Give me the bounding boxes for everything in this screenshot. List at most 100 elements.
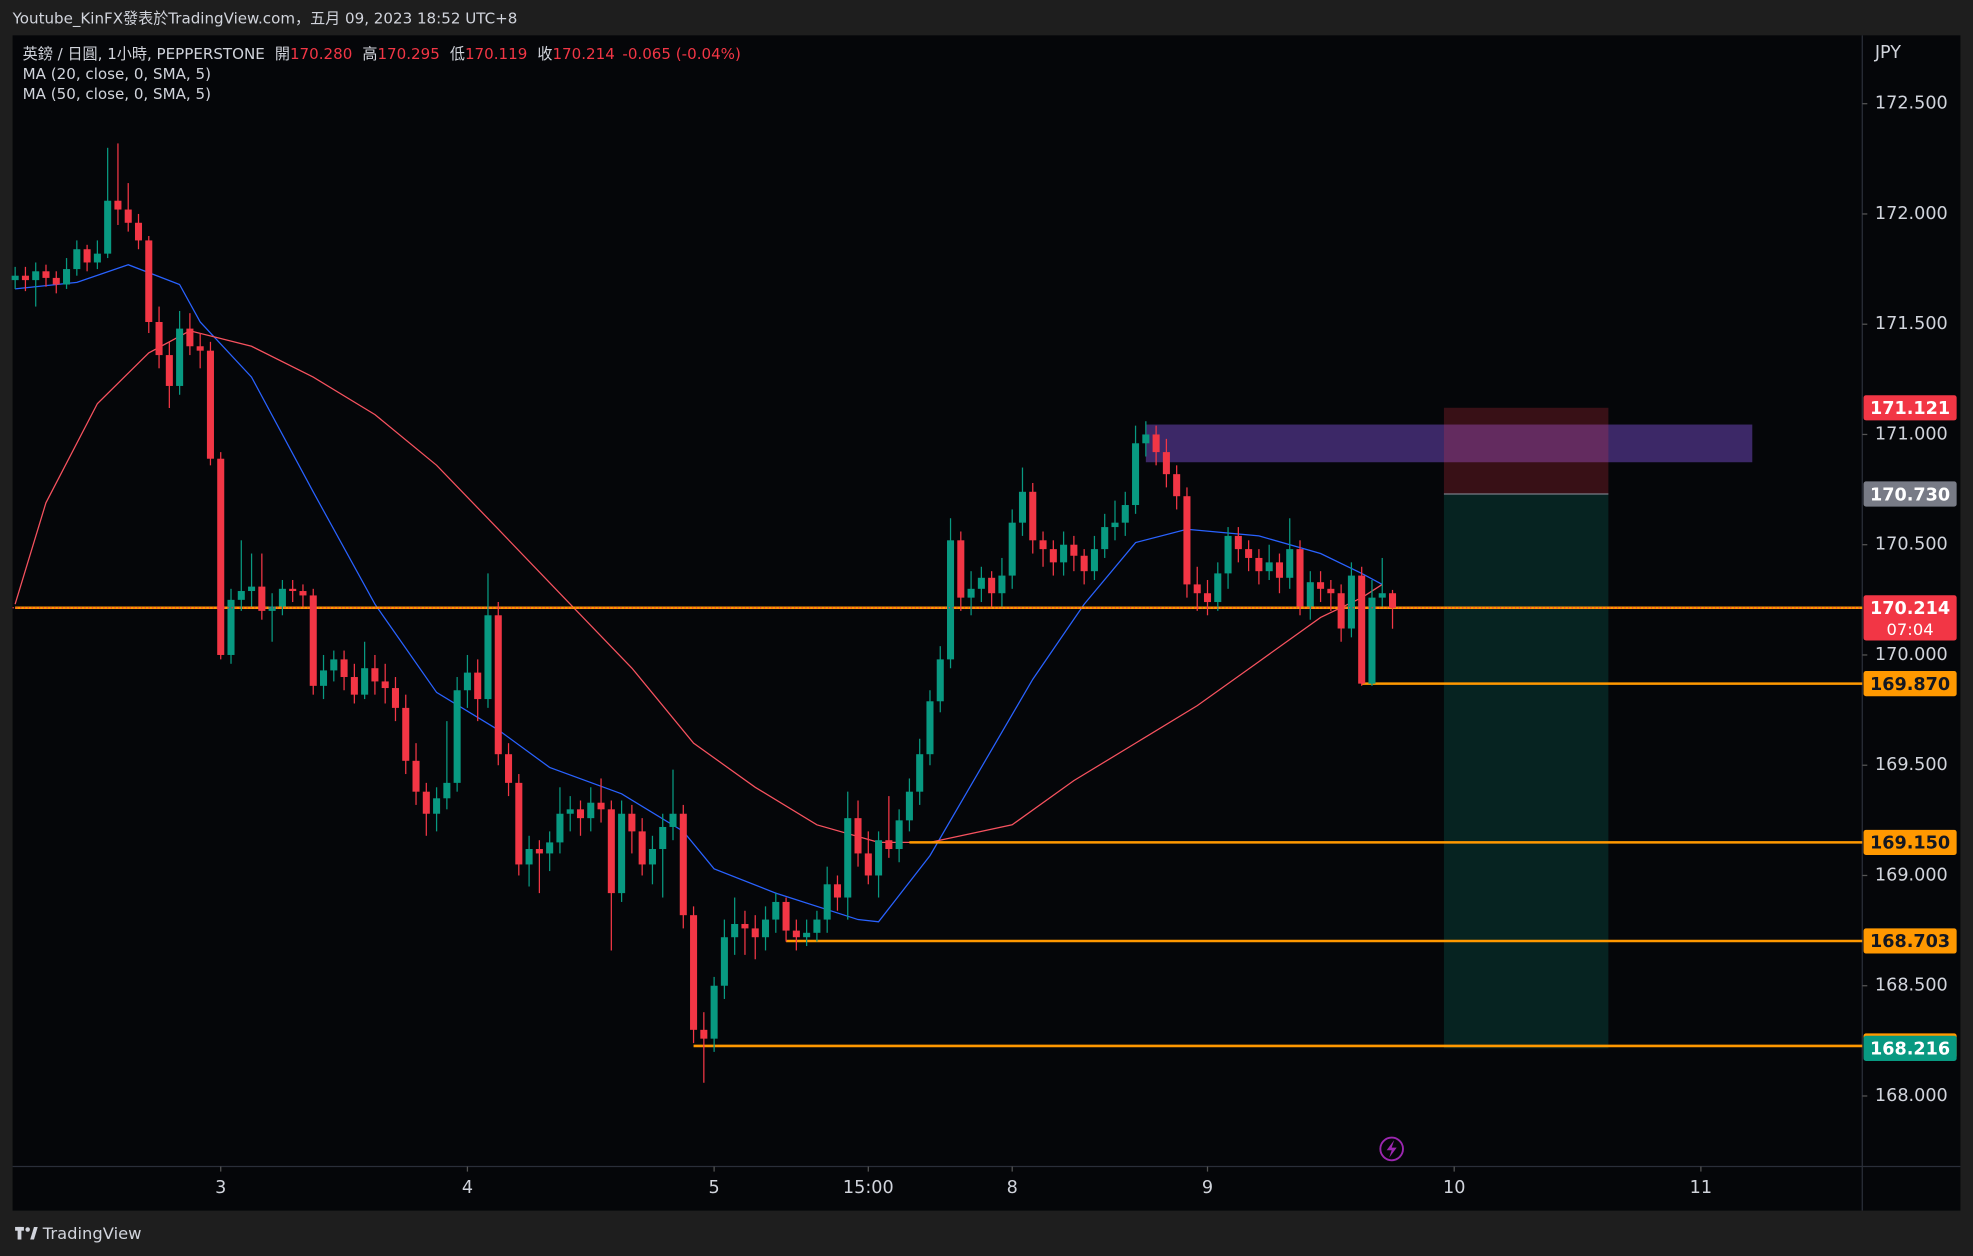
candle-body <box>854 818 862 854</box>
candle-body <box>1193 584 1201 594</box>
candle-body <box>587 802 595 819</box>
alert-icon <box>1379 1136 1404 1162</box>
candle-body <box>93 253 101 263</box>
candle-body <box>1142 434 1150 444</box>
candle-body <box>505 754 513 783</box>
candle-body <box>1296 549 1304 607</box>
candle-body <box>1327 588 1335 594</box>
candle-body <box>515 782 523 865</box>
price-label-box <box>1863 829 1957 855</box>
candle-body <box>905 791 913 821</box>
candle-body <box>1358 575 1366 684</box>
candle-body <box>258 586 266 611</box>
ohlc-label: 高 <box>362 45 377 63</box>
candle-body <box>936 659 944 702</box>
candle-body <box>340 659 348 678</box>
price-label-box <box>1863 1035 1957 1061</box>
x-tick-label: 10 <box>1443 1178 1465 1198</box>
y-tick-label: 168.500 <box>1875 976 1948 996</box>
y-tick-label: 172.000 <box>1875 204 1948 224</box>
candle-body <box>546 842 554 854</box>
candle-body <box>402 707 410 761</box>
price-label-box <box>1863 671 1957 697</box>
candle-body <box>217 458 225 655</box>
candle-body <box>1121 505 1129 523</box>
candle-body <box>21 275 29 281</box>
candle-body <box>1039 540 1047 550</box>
y-tick-label: 169.500 <box>1875 755 1948 775</box>
stop-area <box>1443 407 1609 495</box>
candle-body <box>741 923 749 929</box>
candle-body <box>299 591 307 596</box>
candle-body <box>947 540 955 660</box>
candle-body <box>330 659 338 671</box>
candle-body <box>237 591 245 600</box>
candle-body <box>1389 593 1397 608</box>
candle-body <box>433 798 441 814</box>
candle-body <box>1337 593 1345 629</box>
ohlc-label: 開 <box>275 45 290 63</box>
x-tick-label: 11 <box>1690 1178 1712 1198</box>
candle-body <box>885 840 893 850</box>
change: -0.065 (-0.04%) <box>622 45 741 63</box>
candle-body <box>967 588 975 598</box>
x-tick-label: 8 <box>1007 1178 1018 1198</box>
candle-body <box>772 901 780 920</box>
price-label: 170.730 <box>1870 485 1950 505</box>
candle-body <box>1152 434 1160 453</box>
brand: TradingView <box>42 1224 142 1243</box>
candle-body <box>607 809 615 894</box>
candle-body <box>1275 562 1283 578</box>
price-label-box <box>1863 928 1957 954</box>
candle-body <box>782 901 790 931</box>
publisher: Youtube_KinFX發表於TradingView.com，五月 09, 2… <box>12 9 518 28</box>
price-label: 170.214 <box>1870 599 1950 619</box>
candle-body <box>268 606 276 611</box>
candle-body <box>864 853 872 876</box>
x-tick-label: 4 <box>462 1178 473 1198</box>
currency: JPY <box>1874 43 1901 63</box>
x-tick-label: 9 <box>1202 1178 1213 1198</box>
candle-body <box>669 813 677 827</box>
candle-body <box>1368 597 1376 684</box>
candle-body <box>1060 544 1068 563</box>
candle-body <box>1224 535 1232 574</box>
candle-body <box>895 820 903 850</box>
candle-body <box>710 985 718 1039</box>
ohlc-value: 170.280 <box>290 45 352 63</box>
candle-body <box>833 884 841 898</box>
candle-body <box>1101 527 1109 550</box>
price-label: 168.216 <box>1870 1040 1950 1060</box>
candle-body <box>371 668 379 682</box>
price-label-box <box>1863 481 1957 507</box>
candle-body <box>1317 582 1325 589</box>
candle-body <box>576 809 585 819</box>
candle-body <box>381 681 389 689</box>
y-tick-label: 171.500 <box>1875 314 1948 334</box>
candle-body <box>659 826 667 850</box>
candle-body <box>525 849 533 865</box>
candle-body <box>1008 522 1016 576</box>
candle-body <box>1378 593 1386 598</box>
price-label: 169.150 <box>1870 834 1950 854</box>
candle-body <box>63 269 71 285</box>
candle-body <box>412 760 420 792</box>
candle-body <box>648 849 656 865</box>
target-area <box>1443 494 1609 1049</box>
chart-area <box>12 35 1961 1211</box>
candle-body <box>42 271 50 278</box>
ma-line <box>15 264 1383 923</box>
candle-body <box>1029 491 1037 541</box>
candle-body <box>535 849 543 854</box>
ohlc-value: 170.295 <box>377 45 439 63</box>
candle-body <box>176 328 184 386</box>
candle-body <box>1162 452 1170 475</box>
legend-entry: MA (50, close, 0, SMA, 5) <box>23 85 211 103</box>
candle-body <box>1347 575 1355 629</box>
candle-body <box>443 782 451 799</box>
candle-body <box>186 328 194 347</box>
candle-body <box>1018 491 1027 523</box>
candle-body <box>196 346 204 351</box>
candle-body <box>618 813 626 894</box>
